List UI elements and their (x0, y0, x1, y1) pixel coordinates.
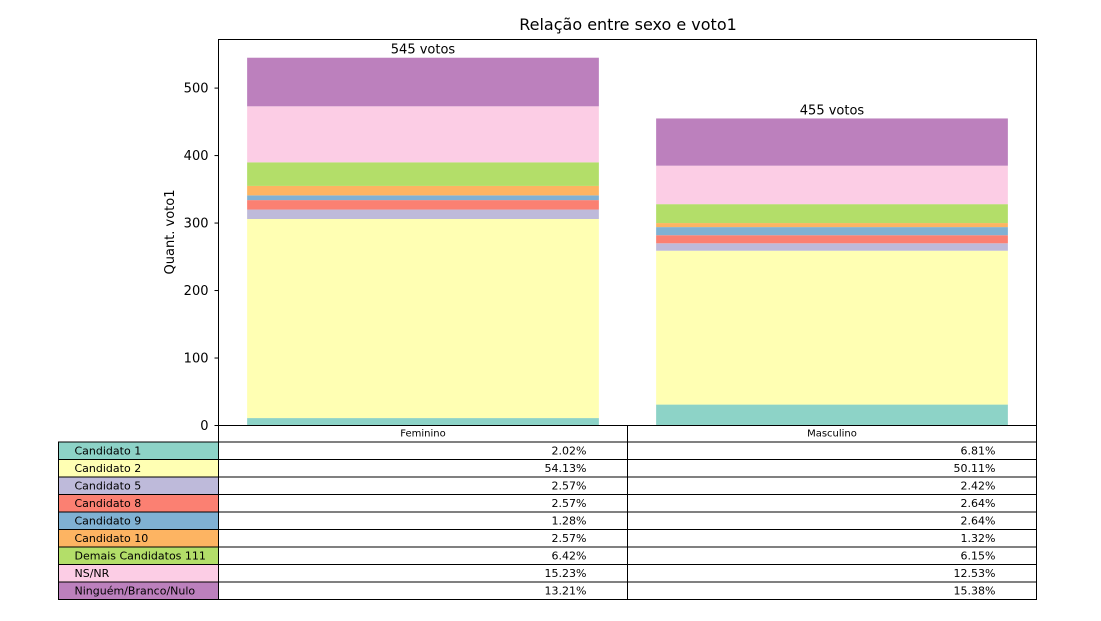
y-axis-label: Quant. voto1 (163, 189, 178, 274)
y-tick-label: 100 (184, 352, 209, 367)
table-cell-value: 13.21% (545, 585, 587, 598)
bars-layer: 545 votos 455 votos (247, 43, 1008, 426)
bar-segment (247, 418, 599, 426)
chart-title: Relação entre sexo e voto1 (519, 15, 737, 34)
bar-segment (656, 223, 1008, 228)
table-cell-value: 2.64% (961, 497, 996, 510)
table-cell-value: 2.02% (552, 445, 587, 458)
table-cell-value: 15.38% (954, 585, 996, 598)
bar-segment (247, 185, 599, 196)
legend-entry: Candidato 5 (75, 480, 142, 493)
table-cell (627, 581, 1037, 600)
y-tick-label: 400 (184, 149, 209, 164)
bar-segment (247, 195, 599, 201)
bar-total-label: 455 votos (800, 103, 865, 118)
bar-segment (656, 204, 1008, 224)
table-cell-value: 6.15% (961, 550, 996, 563)
table-cell-value: 50.11% (954, 462, 996, 475)
legend-entry: Candidato 2 (75, 462, 142, 475)
bar-segment (656, 165, 1008, 205)
bar-segment (247, 162, 599, 186)
y-tick-label: 500 (184, 82, 209, 97)
bar-segment (656, 243, 1008, 251)
legend-entry: Candidato 10 (75, 532, 149, 545)
bar-segment (656, 227, 1008, 236)
bar-segment (656, 250, 1008, 405)
table-cell-value: 2.57% (552, 532, 587, 545)
legend-entry: Candidato 8 (75, 497, 142, 510)
bar-total-label: 545 votos (391, 43, 456, 58)
table-cell-value: 54.13% (545, 462, 587, 475)
data-table: Feminino Masculino Candidato 1 2.02% 6.81% Ca… (58, 425, 1037, 600)
table-cell-value: 1.32% (961, 532, 996, 545)
bar-segment (656, 404, 1008, 426)
table-header-label: Feminino (400, 429, 445, 440)
legend-entry: Ninguém/Branco/Nulo (75, 585, 196, 598)
table-cell-value: 12.53% (954, 567, 996, 580)
table-cell-value: 6.81% (961, 445, 996, 458)
table-cell-value: 6.42% (552, 550, 587, 563)
y-tick-label: 0 (200, 419, 208, 434)
table-cell-value: 2.57% (552, 497, 587, 510)
bar-segment (656, 235, 1008, 244)
bar-segment (247, 57, 599, 107)
table-cell-value: 2.64% (961, 515, 996, 528)
bar-segment (247, 219, 599, 419)
table-cell-value: 15.23% (545, 567, 587, 580)
table-cell-value: 2.42% (961, 480, 996, 493)
bar-segment (247, 200, 599, 210)
y-tick-label: 300 (184, 217, 209, 232)
y-tick-label: 200 (184, 284, 209, 299)
bar-segment (247, 209, 599, 220)
bar-segment (656, 118, 1008, 166)
legend-entry: NS/NR (75, 567, 110, 580)
table-header-label: Masculino (807, 429, 857, 440)
bar-segment (247, 106, 599, 163)
legend-entry: Candidato 1 (75, 445, 142, 458)
table-cell-value: 2.57% (552, 480, 587, 493)
y-axis: 0 100 200 300 400 500 (184, 82, 219, 434)
table-cell-value: 1.28% (552, 515, 587, 528)
legend-entry: Demais Candidatos 111 (75, 550, 206, 563)
legend-entry: Candidato 9 (75, 515, 142, 528)
